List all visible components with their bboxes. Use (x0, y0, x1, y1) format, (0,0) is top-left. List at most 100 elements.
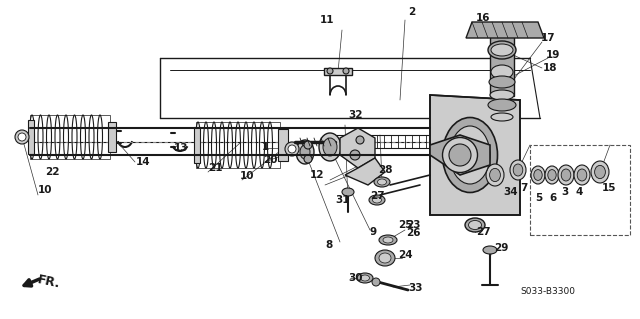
Ellipse shape (483, 246, 497, 254)
Ellipse shape (450, 126, 490, 184)
Ellipse shape (513, 164, 523, 176)
Ellipse shape (343, 68, 349, 74)
Text: 12: 12 (310, 170, 324, 180)
Text: 3: 3 (561, 187, 568, 197)
Polygon shape (430, 95, 520, 215)
Ellipse shape (442, 117, 497, 192)
Text: FR.: FR. (36, 273, 61, 291)
Ellipse shape (378, 179, 387, 185)
Polygon shape (466, 22, 544, 38)
Polygon shape (340, 128, 375, 168)
Ellipse shape (372, 197, 381, 203)
Ellipse shape (465, 218, 485, 232)
Ellipse shape (342, 188, 354, 196)
Text: 10: 10 (240, 171, 255, 181)
Bar (530, 145, 630, 235)
Text: 13: 13 (174, 143, 189, 153)
Text: 26: 26 (406, 228, 420, 238)
Text: 28: 28 (378, 165, 392, 175)
Text: 25: 25 (398, 220, 413, 230)
Ellipse shape (591, 161, 609, 183)
Ellipse shape (574, 165, 590, 185)
Text: 15: 15 (602, 183, 616, 193)
Text: 2: 2 (408, 7, 415, 17)
Text: S033-B3300: S033-B3300 (520, 287, 575, 296)
Ellipse shape (327, 68, 333, 74)
Ellipse shape (490, 90, 514, 100)
Ellipse shape (561, 169, 571, 181)
Polygon shape (430, 135, 490, 175)
Ellipse shape (374, 177, 390, 187)
Ellipse shape (379, 235, 397, 245)
Ellipse shape (350, 150, 360, 160)
Text: 19: 19 (546, 50, 561, 60)
Bar (324, 68, 352, 75)
Text: 29: 29 (494, 243, 508, 253)
Text: 30: 30 (348, 273, 362, 283)
Text: 18: 18 (543, 63, 557, 73)
Ellipse shape (442, 137, 477, 173)
Text: 22: 22 (45, 167, 60, 177)
Text: 10: 10 (38, 185, 52, 195)
Ellipse shape (285, 142, 299, 156)
Ellipse shape (356, 136, 364, 144)
Text: 16: 16 (476, 13, 490, 23)
Polygon shape (345, 158, 385, 185)
Ellipse shape (369, 195, 385, 205)
Text: 20: 20 (263, 155, 278, 165)
Ellipse shape (375, 250, 395, 266)
Ellipse shape (489, 76, 515, 88)
Ellipse shape (449, 144, 471, 166)
Ellipse shape (360, 275, 369, 281)
Ellipse shape (319, 133, 341, 161)
Text: 8: 8 (325, 240, 332, 250)
Text: 34: 34 (503, 187, 518, 197)
Ellipse shape (486, 164, 504, 186)
Text: 14: 14 (136, 157, 150, 167)
Bar (108, 122, 116, 152)
Ellipse shape (296, 140, 314, 164)
Ellipse shape (372, 278, 380, 286)
Ellipse shape (18, 133, 26, 141)
Text: 21: 21 (208, 163, 223, 173)
Bar (278, 129, 288, 161)
Text: 24: 24 (398, 250, 413, 260)
Text: 27: 27 (476, 227, 491, 237)
Text: 9: 9 (370, 227, 377, 237)
Bar (196, 122, 280, 168)
Ellipse shape (595, 165, 605, 179)
Ellipse shape (534, 170, 542, 181)
Text: 1: 1 (262, 142, 269, 152)
Ellipse shape (383, 237, 393, 243)
Text: 32: 32 (348, 110, 362, 120)
Ellipse shape (577, 169, 587, 181)
Ellipse shape (531, 166, 545, 184)
Ellipse shape (288, 145, 296, 153)
Ellipse shape (304, 141, 312, 149)
Ellipse shape (491, 44, 513, 56)
Ellipse shape (558, 165, 574, 185)
Ellipse shape (548, 170, 556, 181)
Ellipse shape (357, 273, 373, 283)
Ellipse shape (300, 145, 310, 159)
Text: 4: 4 (575, 187, 582, 197)
Ellipse shape (488, 41, 516, 59)
Text: 7: 7 (520, 183, 527, 193)
Ellipse shape (304, 155, 312, 163)
Ellipse shape (488, 99, 516, 111)
Text: 17: 17 (541, 33, 556, 43)
Ellipse shape (491, 113, 513, 121)
Bar (194, 127, 200, 163)
Text: 5: 5 (535, 193, 542, 203)
Ellipse shape (323, 138, 337, 156)
Ellipse shape (491, 65, 513, 79)
Bar (30, 115, 110, 159)
Text: 11: 11 (320, 15, 335, 25)
Text: 33: 33 (408, 283, 422, 293)
Ellipse shape (379, 253, 391, 263)
Text: 6: 6 (549, 193, 556, 203)
Text: 27: 27 (370, 191, 385, 201)
Bar (28, 120, 34, 154)
Text: 31: 31 (335, 195, 349, 205)
Ellipse shape (545, 166, 559, 184)
